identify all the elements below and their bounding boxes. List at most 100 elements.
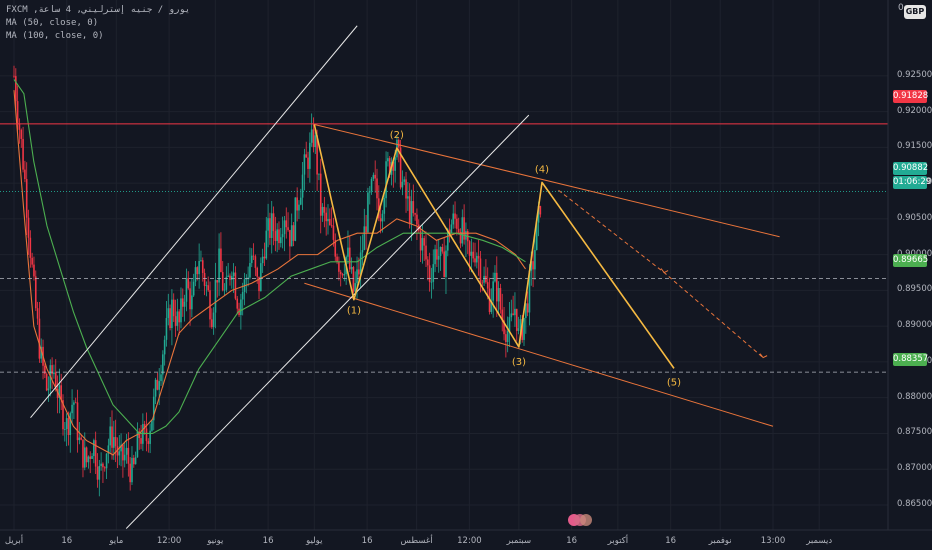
- candle-body: [227, 275, 229, 277]
- y-tick-label: 0.89000: [897, 320, 932, 331]
- candle-body: [162, 354, 164, 375]
- candle-body: [160, 374, 162, 382]
- candle-body: [105, 453, 108, 469]
- candle-body: [15, 76, 17, 102]
- candle-body: [501, 309, 504, 321]
- candle-body: [403, 179, 406, 182]
- symbol-title[interactable]: FXCM ,يورو / جنيه إسترليني, 4 ساعة: [6, 5, 191, 15]
- candle-body: [407, 196, 409, 199]
- candle-body: [514, 308, 516, 316]
- candle-body: [236, 298, 239, 309]
- candle-body: [483, 275, 485, 283]
- candle-body: [486, 282, 489, 289]
- candle-body: [163, 339, 166, 355]
- candle-body: [334, 239, 337, 257]
- candle-body: [134, 457, 137, 465]
- candle-body: [176, 311, 179, 326]
- candle-body: [289, 230, 291, 247]
- x-tick-label: يونيو: [207, 536, 224, 546]
- candle-body: [427, 259, 429, 266]
- candle-body: [152, 396, 155, 421]
- candle-body: [341, 274, 344, 276]
- candle-body: [231, 276, 233, 280]
- candle-body: [441, 246, 444, 252]
- candle-body: [414, 213, 416, 215]
- candle-body: [281, 234, 284, 238]
- candle-body: [60, 385, 62, 401]
- channel-line: [304, 282, 774, 427]
- candle-body: [535, 222, 538, 251]
- ma100-legend[interactable]: MA (100, close, 0): [6, 31, 104, 41]
- candle-body: [423, 238, 425, 246]
- candle-body: [200, 260, 202, 262]
- candle-body: [526, 303, 529, 313]
- channel-line: [30, 25, 358, 419]
- candle-body: [280, 237, 282, 244]
- candle-body: [167, 308, 170, 318]
- x-tick-label: أكتوبر: [607, 536, 629, 546]
- candle-body: [67, 418, 70, 436]
- candle-body: [267, 218, 269, 231]
- candle-body: [510, 313, 513, 318]
- currency-badge[interactable]: GBP: [904, 5, 926, 19]
- candle-body: [383, 198, 386, 214]
- candle-body: [269, 218, 271, 238]
- candle-body: [490, 300, 493, 313]
- candle-body: [89, 456, 92, 459]
- candle-body: [437, 255, 440, 260]
- candle-body: [83, 447, 86, 468]
- candle-body: [69, 413, 72, 436]
- candle-body: [178, 311, 180, 323]
- y-tick-label: 0.91500: [897, 141, 932, 152]
- candle-body: [45, 373, 48, 391]
- candle-body: [205, 285, 208, 287]
- candle-body: [443, 251, 445, 278]
- candle-body: [523, 317, 525, 340]
- candle-body: [327, 219, 329, 222]
- candle-body: [247, 277, 249, 279]
- candlesticks: [13, 65, 542, 497]
- candle-body: [20, 129, 23, 139]
- candle-body: [372, 174, 375, 179]
- green-level-tag: 0.89665: [893, 254, 929, 267]
- candle-body: [276, 229, 278, 241]
- candle-body: [503, 320, 505, 335]
- candle-body: [388, 158, 391, 175]
- candle-body: [481, 282, 484, 284]
- candle-body: [241, 292, 244, 300]
- candle-body: [136, 431, 139, 458]
- event-flags-icon[interactable]: [566, 512, 592, 528]
- ma-line-2: [13, 79, 526, 434]
- candle-body: [425, 245, 427, 260]
- candle-body: [265, 230, 268, 259]
- ma50-legend[interactable]: MA (50, close, 0): [6, 18, 99, 28]
- candle-body: [299, 197, 302, 205]
- wave-label: (5): [667, 377, 681, 388]
- candle-body: [430, 281, 433, 283]
- candle-body: [132, 457, 135, 465]
- candle-body: [165, 317, 168, 340]
- candle-body: [314, 135, 317, 148]
- candle-body: [123, 454, 126, 461]
- candle-body: [347, 247, 349, 257]
- x-tick-label: سبتمبر: [506, 536, 532, 546]
- y-tick-label: 0.86500: [897, 498, 932, 509]
- candle-body: [100, 463, 102, 466]
- projection-arrow: [759, 353, 768, 359]
- candle-body: [102, 463, 104, 468]
- candle-body: [274, 231, 277, 241]
- candle-body: [392, 162, 395, 171]
- candle-body: [80, 437, 82, 440]
- candle-body: [232, 272, 235, 277]
- candle-body: [323, 206, 326, 213]
- candle-body: [34, 276, 37, 309]
- candle-body: [24, 169, 26, 180]
- wave-label: (3): [512, 357, 526, 368]
- candle-body: [18, 123, 21, 130]
- candle-body: [419, 230, 422, 251]
- candle-body: [31, 257, 33, 265]
- candle-body: [472, 251, 474, 259]
- wave-labels: (1) (2) (3) (4) (5): [347, 130, 681, 388]
- wave-label: (2): [390, 130, 404, 141]
